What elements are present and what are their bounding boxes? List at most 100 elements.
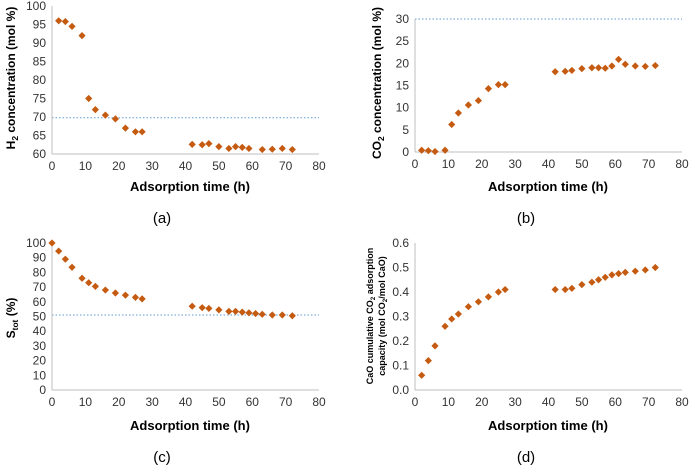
data-point <box>78 274 86 282</box>
data-point <box>231 307 240 315</box>
data-point <box>288 145 296 154</box>
data-point <box>91 282 99 290</box>
x-tick-labels-c: 0 10 20 30 40 50 60 70 80 <box>49 395 326 409</box>
x-tick-label: 50 <box>212 159 226 173</box>
chart-panel-b: 0 5 10 15 20 25 30 0 10 20 30 40 50 60 70 80 Adsorptio… <box>370 7 689 227</box>
data-point <box>578 65 586 73</box>
data-point <box>651 61 659 70</box>
x-axis-title-c: Adsorption time (h) <box>130 418 250 433</box>
data-point <box>608 62 616 70</box>
x-tick-label: 10 <box>79 159 93 173</box>
data-point <box>588 278 596 286</box>
data-point <box>561 285 569 294</box>
y-tick-label: 0.0 <box>392 383 409 397</box>
data-point <box>424 147 432 155</box>
data-points-c <box>48 239 296 320</box>
data-point <box>111 115 120 123</box>
data-points-a <box>55 17 296 154</box>
x-tick-label: 60 <box>246 159 260 173</box>
panel-label-a: (a) <box>153 210 171 227</box>
data-point <box>474 298 483 306</box>
y-tick-label: 80 <box>33 73 47 87</box>
x-tick-label: 30 <box>508 157 522 171</box>
x-tick-label: 80 <box>312 395 326 409</box>
x-tick-label: 40 <box>542 395 556 409</box>
y-tick-label: 0.6 <box>392 236 409 250</box>
data-point <box>278 144 286 153</box>
x-tick-label: 60 <box>609 395 623 409</box>
data-point <box>205 140 213 148</box>
data-point <box>641 62 649 71</box>
data-point <box>225 307 233 315</box>
data-point <box>101 286 109 294</box>
x-tick-label: 50 <box>212 395 226 409</box>
data-point <box>651 263 659 272</box>
x-tick-label: 0 <box>49 159 56 173</box>
y-tick-label: 90 <box>33 251 47 265</box>
data-point <box>188 140 196 148</box>
data-point <box>55 247 63 255</box>
data-point <box>641 266 649 274</box>
data-point <box>484 293 493 301</box>
x-tick-label: 40 <box>542 157 556 171</box>
x-tick-label: 20 <box>475 395 489 409</box>
data-point <box>268 311 276 319</box>
data-point <box>431 147 439 156</box>
y-tick-labels-d: 0.0 0.1 0.2 0.3 0.4 0.5 0.6 <box>392 236 409 397</box>
data-point <box>251 309 260 318</box>
data-point <box>278 311 286 319</box>
x-tick-label: 30 <box>145 395 159 409</box>
data-point <box>55 17 63 25</box>
data-point <box>268 145 276 153</box>
data-point <box>594 64 603 72</box>
y-tick-label: 0 <box>402 145 409 159</box>
x-tick-label: 0 <box>49 395 56 409</box>
x-tick-label: 30 <box>508 395 522 409</box>
y-tick-label: 100 <box>26 0 46 13</box>
data-point <box>501 81 509 89</box>
data-point <box>568 284 576 292</box>
data-point <box>601 273 609 281</box>
data-point <box>238 308 246 316</box>
y-tick-label: 10 <box>396 101 410 115</box>
y-tick-label: 20 <box>396 56 410 70</box>
data-point <box>131 293 140 301</box>
y-tick-label: 0.5 <box>392 261 409 275</box>
y-tick-label: 0.3 <box>392 310 409 324</box>
data-point <box>484 85 493 93</box>
x-tick-label: 80 <box>675 395 689 409</box>
data-point <box>588 64 596 72</box>
data-point <box>631 267 639 275</box>
x-tick-label: 70 <box>642 395 656 409</box>
y-tick-label: 0.1 <box>392 359 409 373</box>
data-point <box>418 371 426 379</box>
data-point <box>474 96 483 105</box>
axes-c <box>51 243 319 391</box>
chart-panel-d: 0.00.10.20.30.40.50.6 0 10 20 30 40 50 60 70 80 … <box>365 236 689 466</box>
x-tick-label: 0 <box>412 395 419 409</box>
data-point <box>494 81 503 89</box>
data-point <box>441 146 449 154</box>
axes-d <box>414 243 682 391</box>
data-point <box>561 67 569 75</box>
data-point <box>464 101 472 109</box>
y-tick-label: 0.2 <box>392 334 409 348</box>
data-point <box>601 64 609 72</box>
data-point <box>258 310 266 318</box>
data-point <box>621 268 629 276</box>
data-point <box>448 120 456 129</box>
data-point <box>215 143 223 151</box>
y-axis-title-a: H2 concentration (mol %) <box>4 7 20 150</box>
y-tick-label: 80 <box>33 265 47 279</box>
data-point <box>48 239 56 247</box>
y-axis-title-b: CO2 concentration (mol %) <box>370 7 386 159</box>
data-point <box>454 109 462 117</box>
y-tick-label: 30 <box>33 339 47 353</box>
y-tick-label: 25 <box>396 34 410 48</box>
y-tick-label: 40 <box>33 324 47 338</box>
y-tick-label: 5 <box>402 123 409 137</box>
data-point <box>608 271 616 279</box>
data-point <box>245 144 253 153</box>
y-tick-label: 0 <box>39 383 46 397</box>
